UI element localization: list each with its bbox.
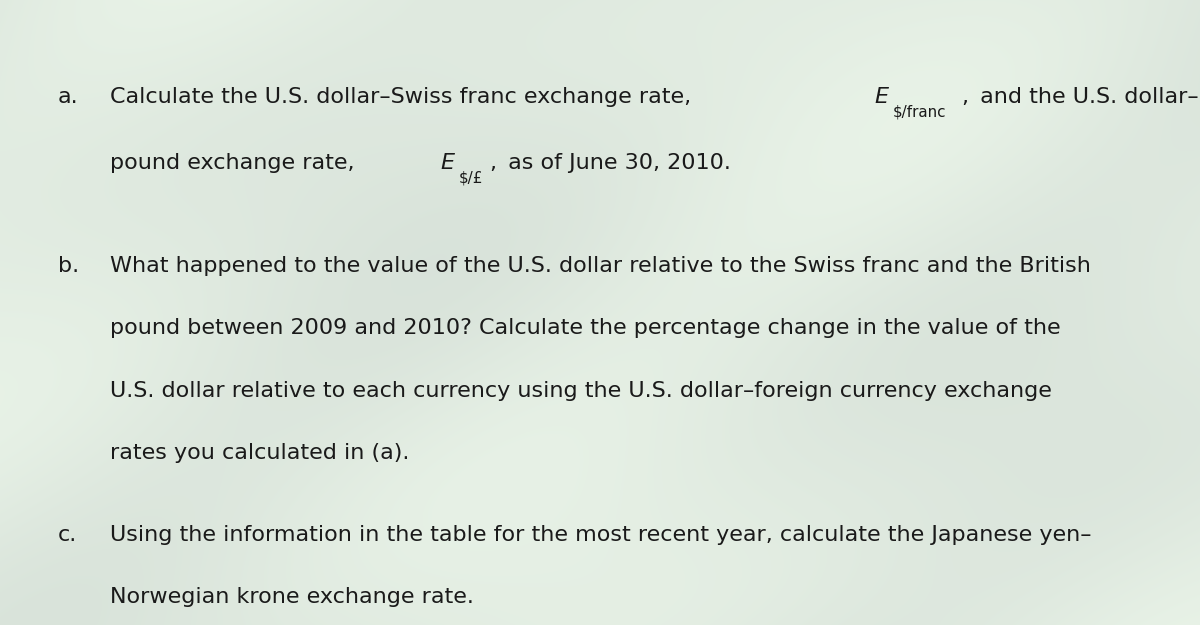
Text: $/£: $/£ bbox=[458, 171, 482, 186]
Text: pound exchange rate,: pound exchange rate, bbox=[110, 152, 366, 173]
Text: Norwegian krone exchange rate.: Norwegian krone exchange rate. bbox=[110, 587, 474, 607]
Text: , as of June 30, 2010.: , as of June 30, 2010. bbox=[490, 152, 731, 173]
Text: What happened to the value of the U.S. dollar relative to the Swiss franc and th: What happened to the value of the U.S. d… bbox=[110, 256, 1091, 276]
Text: c.: c. bbox=[58, 524, 77, 544]
Text: pound between 2009 and 2010? Calculate the percentage change in the value of the: pound between 2009 and 2010? Calculate t… bbox=[110, 318, 1061, 338]
Text: a.: a. bbox=[58, 87, 78, 107]
Text: Using the information in the table for the most recent year, calculate the Japan: Using the information in the table for t… bbox=[110, 524, 1092, 544]
Text: $/franc: $/franc bbox=[893, 105, 946, 120]
Text: b.: b. bbox=[58, 256, 79, 276]
Text: E: E bbox=[440, 152, 455, 173]
Text: Calculate the U.S. dollar–Swiss franc exchange rate,: Calculate the U.S. dollar–Swiss franc ex… bbox=[110, 87, 703, 107]
Text: , and the U.S. dollar–British: , and the U.S. dollar–British bbox=[961, 87, 1200, 107]
Text: E: E bbox=[875, 87, 888, 107]
Text: rates you calculated in (a).: rates you calculated in (a). bbox=[110, 443, 409, 463]
Text: U.S. dollar relative to each currency using the U.S. dollar–foreign currency exc: U.S. dollar relative to each currency us… bbox=[110, 381, 1052, 401]
